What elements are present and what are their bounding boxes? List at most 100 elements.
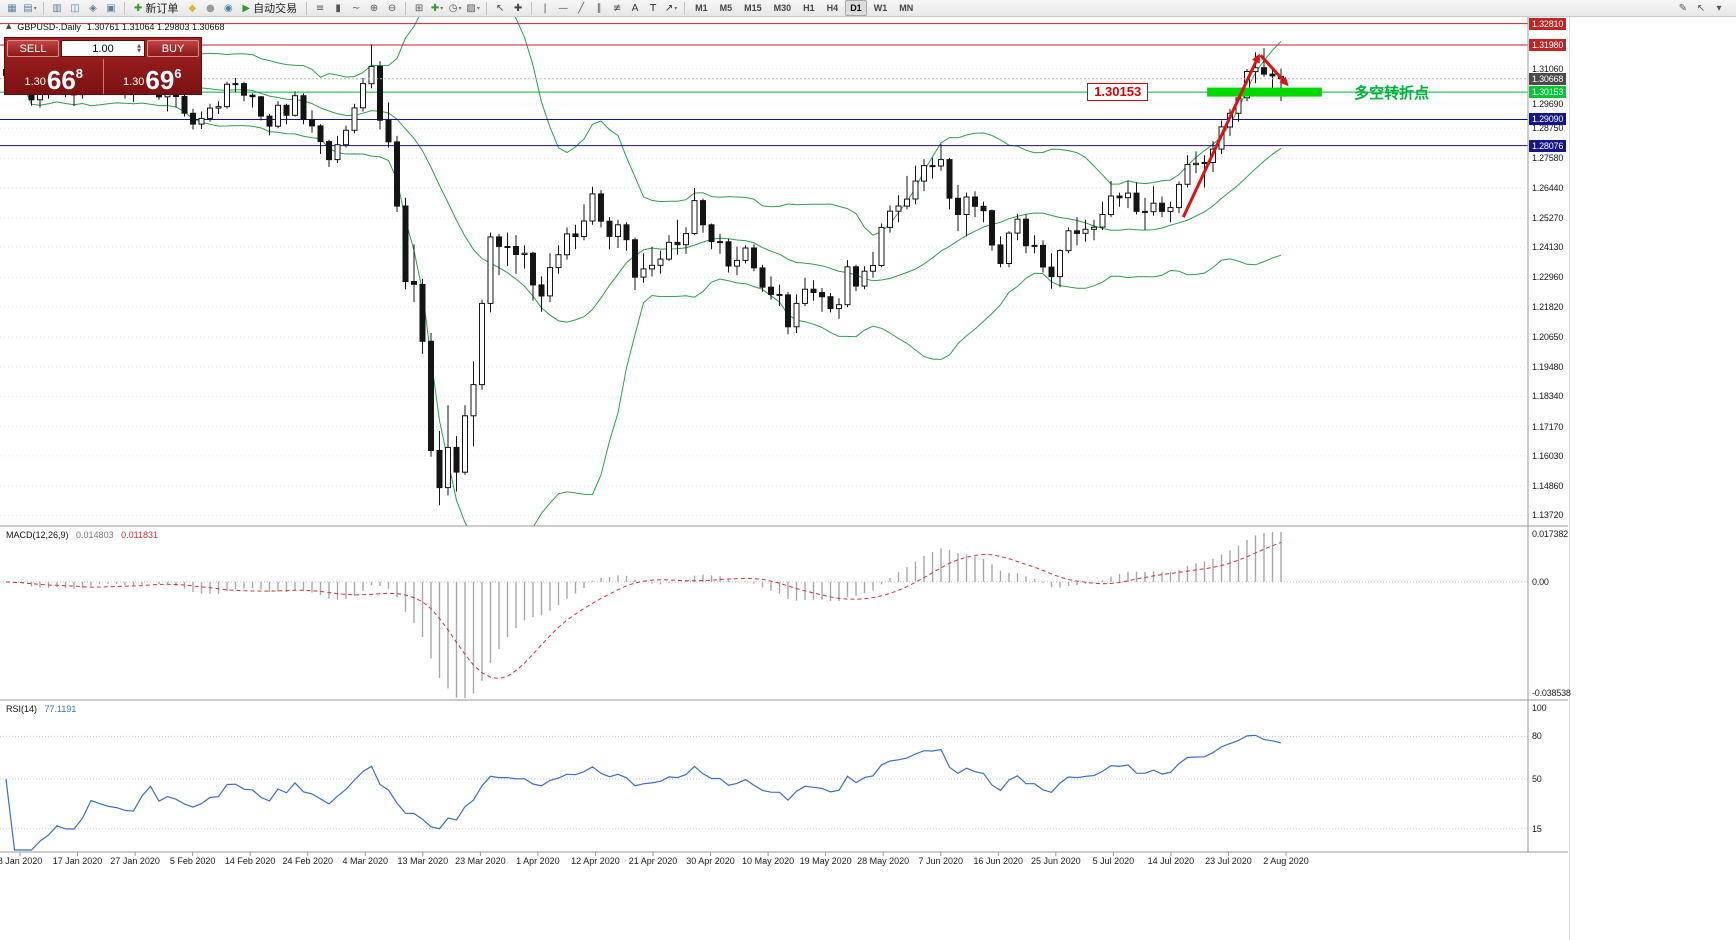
cursor-icon[interactable]: ↖ bbox=[492, 1, 508, 16]
dropdown-caret-icon: ▾ bbox=[458, 4, 462, 12]
more-caret-icon[interactable]: ▾ bbox=[1716, 2, 1722, 14]
panel-divider[interactable] bbox=[0, 526, 1568, 529]
date-label: 4 Mar 2020 bbox=[342, 856, 389, 866]
trendline-icon[interactable]: ╱ bbox=[573, 1, 589, 16]
price-tick-label: 1.29690 bbox=[1532, 98, 1564, 109]
terminal-icon[interactable]: ▣ bbox=[103, 1, 119, 16]
vertical-line-icon[interactable]: | bbox=[537, 1, 553, 16]
macd-signal-value: 0.011831 bbox=[121, 530, 158, 540]
horizontal-line-icon[interactable]: — bbox=[555, 1, 571, 16]
zoom-out-icon[interactable]: ⊖ bbox=[384, 1, 400, 16]
arrows-tool-icon[interactable]: ↗ ▾ bbox=[663, 1, 679, 16]
price-tick-label: 1.31060 bbox=[1532, 63, 1564, 74]
chart-window-icon: ▲ bbox=[6, 22, 12, 30]
market-watch-icon: ▥ bbox=[52, 2, 62, 14]
price-line-label: 1.32810 bbox=[1529, 17, 1567, 30]
bid-price[interactable]: 1.30 66 8 bbox=[5, 59, 103, 94]
metaeditor-icon[interactable]: ◆ bbox=[184, 1, 200, 16]
price-tick-label: 1.20650 bbox=[1532, 331, 1564, 342]
data-window-icon[interactable]: ◫ bbox=[67, 1, 83, 16]
price-line-label: 1.31980 bbox=[1529, 38, 1567, 51]
sell-button[interactable]: SELL bbox=[7, 40, 59, 57]
macd-title: MACD(12,26,9) bbox=[6, 530, 69, 540]
data-window-icon: ◫ bbox=[70, 2, 80, 14]
chat-icon[interactable]: ● bbox=[202, 1, 218, 16]
candlestick-chart-icon[interactable]: ▮ bbox=[330, 1, 346, 16]
timeframe-button-m30[interactable]: M30 bbox=[773, 3, 792, 13]
price-tick-label: 1.21820 bbox=[1532, 301, 1564, 312]
new-order-button[interactable]: ✚ 新订单 bbox=[134, 2, 179, 16]
rsi-axis-label: 100 bbox=[1532, 703, 1547, 713]
crosshair-icon: ✚ bbox=[513, 2, 523, 14]
date-label: 23 Mar 2020 bbox=[455, 856, 506, 866]
bar-chart-icon[interactable]: ≡ bbox=[312, 1, 328, 16]
dropdown-caret-icon: ▾ bbox=[440, 4, 444, 12]
new-chart-icon[interactable]: ▦ bbox=[4, 1, 20, 16]
indicators-icon: ✚ bbox=[430, 2, 440, 14]
timeframe-button-d1[interactable]: D1 bbox=[845, 0, 867, 16]
date-label: 19 May 2020 bbox=[799, 856, 852, 866]
volume-up-button[interactable]: ▲ bbox=[137, 42, 141, 49]
volume-input[interactable]: 1.00 ▲ ▼ bbox=[61, 40, 145, 57]
toolbar-separator bbox=[684, 1, 686, 15]
navigator-icon: ◈ bbox=[89, 2, 97, 14]
profiles-icon[interactable]: ▤ ▾ bbox=[22, 1, 38, 16]
date-label: 10 May 2020 bbox=[742, 856, 795, 866]
timeframe-button-w1[interactable]: W1 bbox=[873, 3, 888, 13]
buy-button[interactable]: BUY bbox=[147, 40, 199, 57]
macd-main-value: 0.014803 bbox=[76, 530, 114, 540]
timeframe-button-m5[interactable]: M5 bbox=[719, 3, 733, 13]
new-chart-icon: ▦ bbox=[7, 2, 17, 14]
zoom-in-icon[interactable]: ⊕ bbox=[366, 1, 382, 16]
channel-icon[interactable]: ∥ bbox=[591, 1, 607, 16]
rsi-header: RSI(14) 77.1191 bbox=[6, 704, 76, 714]
autotrading-button[interactable]: ▶ 自动交易 bbox=[242, 2, 298, 16]
line-chart-icon[interactable]: ∼ bbox=[348, 1, 364, 16]
pointer-arrow-icon[interactable]: ↖ bbox=[1696, 2, 1706, 14]
price-line-label: 1.30668 bbox=[1529, 72, 1567, 85]
panel-divider[interactable] bbox=[0, 700, 1568, 703]
price-tick-label: 1.17170 bbox=[1532, 421, 1564, 432]
tile-windows-icon[interactable]: ⊞ bbox=[411, 1, 427, 16]
crosshair-icon[interactable]: ✚ bbox=[510, 1, 526, 16]
timeframe-button-m1[interactable]: M1 bbox=[695, 3, 708, 13]
ask-price[interactable]: 1.30 69 6 bbox=[102, 59, 202, 94]
chat-icon: ● bbox=[206, 2, 215, 14]
date-label: 23 Jul 2020 bbox=[1205, 856, 1252, 866]
tile-windows-icon: ⊞ bbox=[414, 2, 424, 14]
price-tick-label: 1.19480 bbox=[1532, 362, 1564, 373]
timeframe-button-mn[interactable]: MN bbox=[899, 3, 914, 13]
timeframe-button-h1[interactable]: H1 bbox=[803, 3, 815, 13]
draw-pencil-icon[interactable]: ✎ bbox=[1678, 2, 1688, 14]
timeframe-button-h4[interactable]: H4 bbox=[826, 3, 839, 13]
bid-prefix: 1.30 bbox=[24, 76, 46, 88]
bar-chart-icon: ≡ bbox=[315, 2, 325, 14]
price-tick-label: 1.14860 bbox=[1532, 481, 1564, 492]
volume-down-button[interactable]: ▼ bbox=[137, 47, 141, 54]
timeframe-button-m15[interactable]: M15 bbox=[744, 3, 762, 13]
price-tick-label: 1.16030 bbox=[1532, 450, 1564, 461]
zoom-in-icon: ⊕ bbox=[369, 2, 379, 14]
toolbar-separator bbox=[306, 1, 308, 15]
community-icon[interactable]: ◉ bbox=[220, 1, 236, 16]
toolbar-separator bbox=[124, 1, 125, 15]
market-watch-icon[interactable]: ▥ bbox=[49, 1, 65, 16]
indicators-icon[interactable]: ✚ ▾ bbox=[429, 1, 445, 16]
cursor-icon: ↖ bbox=[495, 2, 505, 14]
text-label-icon[interactable]: A bbox=[627, 1, 643, 16]
fibonacci-icon[interactable]: ≢ bbox=[609, 1, 625, 16]
text-icon[interactable]: T bbox=[645, 1, 661, 16]
navigator-icon[interactable]: ◈ bbox=[85, 1, 101, 16]
date-label: 7 Jun 2020 bbox=[918, 856, 963, 866]
price-line-label: 1.29090 bbox=[1529, 113, 1567, 126]
one-click-trading-panel: SELL 1.00 ▲ ▼ BUY 1.30 66 8 1.30 69 6 bbox=[4, 37, 202, 95]
templates-icon: ▨ bbox=[466, 2, 476, 14]
arrows-tool-icon: ↗ bbox=[664, 2, 674, 14]
price-line-label: 1.28076 bbox=[1529, 139, 1567, 152]
price-tick-label: 1.25270 bbox=[1532, 212, 1564, 223]
templates-icon[interactable]: ▨ ▾ bbox=[465, 1, 481, 16]
dropdown-caret-icon: ▾ bbox=[33, 4, 37, 12]
periods-icon[interactable]: ◷ ▾ bbox=[447, 1, 463, 16]
